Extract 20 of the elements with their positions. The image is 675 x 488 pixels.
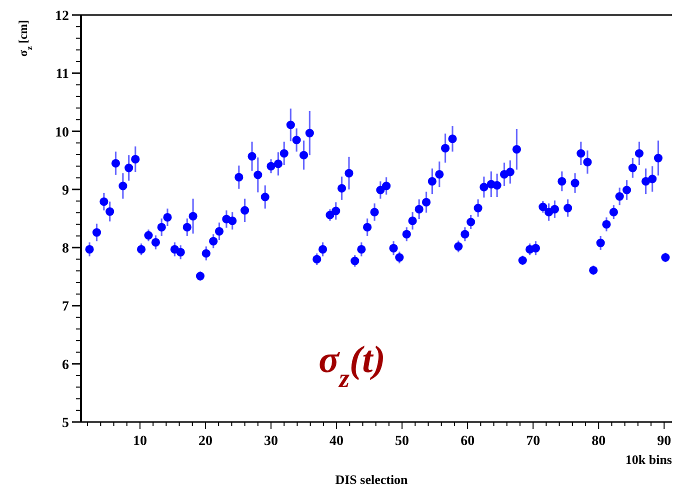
annotation: σ$_{z}$(t) (318, 339, 386, 393)
y-tick-label: 11 (56, 67, 69, 82)
x-tick-label: 30 (264, 434, 278, 449)
x-tick-label: 50 (395, 434, 410, 449)
x-tick-label: 10 (132, 434, 147, 449)
x-tick-label: 40 (330, 434, 344, 449)
y-tick-label: 9 (62, 183, 69, 198)
y-tick-label: 12 (55, 9, 69, 24)
x-tick-label: 90 (657, 434, 672, 449)
x-tick-label: 60 (460, 434, 475, 449)
y-tick-label: 6 (62, 358, 69, 373)
y-tick-label: 5 (62, 416, 69, 431)
x-axis-title: DIS selection (335, 472, 409, 487)
y-tick-label: 7 (62, 300, 69, 315)
y-tick-label: 8 (62, 242, 69, 257)
x-tick-label: 80 (592, 434, 606, 449)
x-tick-label: 70 (526, 434, 540, 449)
text: 10k bins (625, 452, 672, 467)
x-tick-label: 20 (198, 434, 212, 449)
y-tick-label: 10 (55, 125, 69, 140)
